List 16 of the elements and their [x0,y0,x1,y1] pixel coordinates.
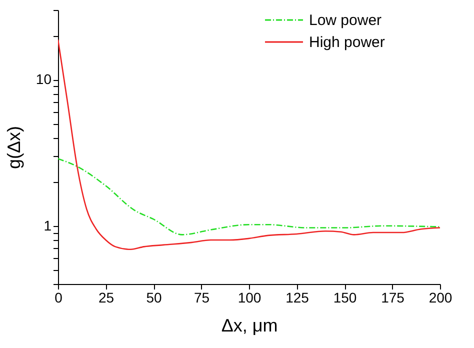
x-tick-label: 50 [146,290,162,306]
x-tick-label: 125 [286,290,310,306]
legend-label: High power [309,34,385,51]
y-tick-label: 10 [36,71,52,88]
y-tick-label: 1 [44,217,52,234]
x-tick-label: 175 [381,290,405,306]
x-tick-label: 200 [428,290,452,306]
legend-label: Low power [309,12,382,29]
line-series [58,158,440,236]
x-axis-title: Δx, μm [221,316,278,336]
x-tick-label: 0 [54,290,63,306]
x-tick-label: 150 [333,290,357,306]
x-tick-label: 75 [194,290,210,306]
x-tick-label: 25 [98,290,114,306]
x-tick-label: 100 [238,290,262,306]
y-axis-title: g(Δx) [4,126,24,170]
